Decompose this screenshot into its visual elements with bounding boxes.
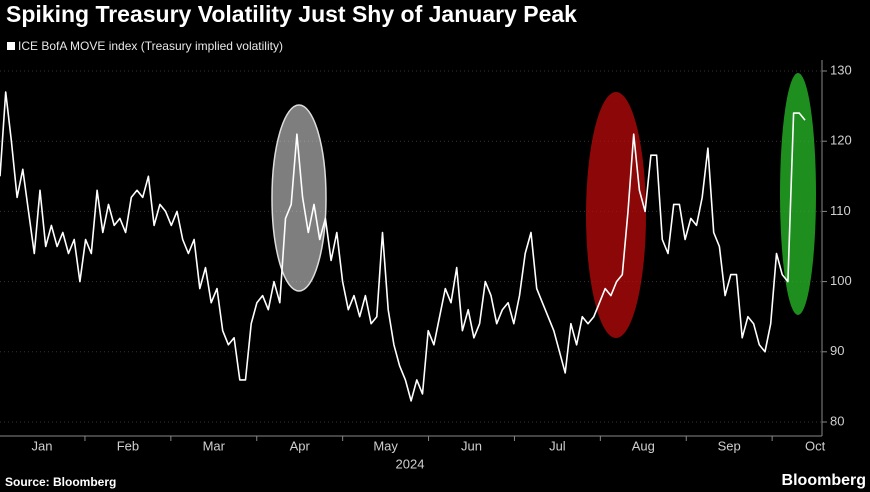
x-sublabel: 2024 bbox=[396, 456, 425, 471]
x-tick-label: Mar bbox=[203, 438, 226, 453]
y-tick-label: 80 bbox=[830, 413, 844, 428]
x-tick-label: Aug bbox=[632, 438, 655, 453]
highlight-august bbox=[586, 92, 646, 338]
x-tick-label: Jul bbox=[549, 438, 566, 453]
y-tick-label: 130 bbox=[830, 62, 852, 77]
source: Source: Bloomberg bbox=[5, 475, 116, 489]
x-tick-label: Jan bbox=[32, 438, 53, 453]
x-tick-label: Oct bbox=[805, 438, 826, 453]
brand: Bloomberg bbox=[782, 472, 866, 489]
x-tick-label: Sep bbox=[718, 438, 741, 453]
y-tick-label: 110 bbox=[830, 203, 851, 218]
y-tick-label: 120 bbox=[830, 133, 852, 148]
x-tick-label: Apr bbox=[290, 438, 311, 453]
y-tick-label: 100 bbox=[830, 273, 852, 288]
x-tick-label: Jun bbox=[461, 438, 482, 453]
x-tick-label: May bbox=[373, 438, 398, 453]
x-tick-label: Feb bbox=[117, 438, 139, 453]
legend-swatch bbox=[7, 42, 15, 50]
legend-label: ICE BofA MOVE index (Treasury implied vo… bbox=[18, 39, 283, 53]
chart-title: Spiking Treasury Volatility Just Shy of … bbox=[6, 1, 577, 27]
y-tick-label: 90 bbox=[830, 343, 844, 358]
highlight-april bbox=[271, 104, 327, 292]
series-line bbox=[0, 91, 806, 402]
